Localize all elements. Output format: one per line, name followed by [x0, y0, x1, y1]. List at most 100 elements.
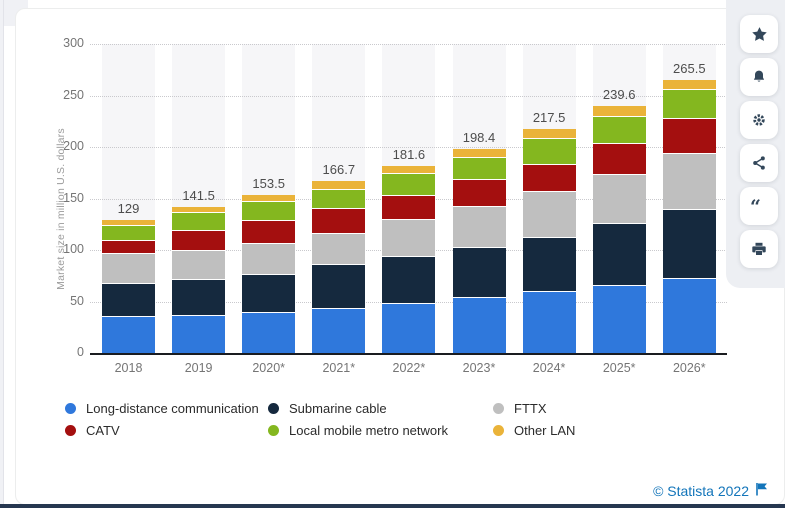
- legend-label: Other LAN: [514, 423, 576, 438]
- print-button[interactable]: [740, 230, 778, 268]
- printer-icon: [751, 241, 767, 257]
- bar-segment-2023*-long-distance-communication[interactable]: [452, 298, 506, 353]
- bar-segment-2023*-catv[interactable]: [452, 179, 506, 207]
- bar-segment-2020*-fttx[interactable]: [242, 244, 296, 275]
- share-button[interactable]: [740, 144, 778, 182]
- legend-color-dot: [65, 425, 76, 436]
- legend-label: Submarine cable: [289, 401, 387, 416]
- bar-segment-2018-long-distance-communication[interactable]: [102, 317, 155, 353]
- bar-segment-2020*-catv[interactable]: [242, 220, 296, 245]
- bell-icon: [751, 69, 767, 85]
- bar-segment-2020*-submarine-cable[interactable]: [242, 274, 296, 313]
- bar-segment-2023*-other-lan[interactable]: [452, 148, 506, 158]
- bar-segment-2021*-catv[interactable]: [312, 208, 366, 234]
- bar-segment-2024*-fttx[interactable]: [522, 191, 576, 239]
- x-tick-label: 2022*: [392, 361, 426, 375]
- y-tick-label: 150: [63, 190, 84, 205]
- bar-total-label: 153.5: [252, 175, 285, 191]
- copyright-label: © Statista 2022: [653, 482, 749, 499]
- bar-segment-2022*-other-lan[interactable]: [382, 165, 436, 175]
- bar-segment-2022*-catv[interactable]: [382, 195, 436, 221]
- legend-label: Long-distance communication: [86, 401, 259, 416]
- legend-color-dot: [268, 425, 279, 436]
- legend-label: Local mobile metro network: [289, 423, 448, 438]
- bar-segment-2019-long-distance-communication[interactable]: [172, 315, 226, 353]
- y-tick-label: 200: [63, 139, 84, 153]
- bar-segment-2021*-submarine-cable[interactable]: [312, 265, 366, 309]
- legend-item-other-lan: Other LAN: [493, 423, 575, 438]
- page-bottom-bar: [0, 504, 785, 508]
- bar-total-label: 166.7: [322, 162, 356, 178]
- bar-total-label: 181.6: [392, 146, 426, 162]
- statista-copyright-link[interactable]: © Statista 2022: [653, 482, 768, 499]
- bar-total-label: 129: [117, 201, 140, 217]
- bar-segment-2025*-local-mobile-metro-network[interactable]: [592, 117, 646, 145]
- bar-segment-2022*-long-distance-communication[interactable]: [382, 303, 436, 353]
- x-tick-label: 2025*: [602, 361, 636, 375]
- cite-button[interactable]: “: [740, 187, 778, 225]
- y-tick-label: 250: [63, 87, 84, 102]
- bar-segment-2025*-submarine-cable[interactable]: [592, 224, 646, 286]
- bar-segment-2020*-other-lan[interactable]: [242, 194, 296, 202]
- share-icon: [751, 155, 767, 171]
- legend-color-dot: [65, 403, 76, 414]
- bar-segment-2020*-long-distance-communication[interactable]: [242, 312, 296, 353]
- bar-segment-2018-fttx[interactable]: [102, 254, 155, 285]
- bar-segment-2023*-local-mobile-metro-network[interactable]: [452, 157, 506, 180]
- bar-segment-2021*-long-distance-communication[interactable]: [312, 308, 366, 353]
- bar-segment-2021*-fttx[interactable]: [312, 233, 366, 266]
- bar-segment-2018-other-lan[interactable]: [102, 220, 155, 226]
- bar-segment-2021*-local-mobile-metro-network[interactable]: [312, 189, 366, 209]
- bar-segment-2022*-fttx[interactable]: [382, 220, 436, 257]
- y-tick-label: 100: [63, 242, 84, 256]
- bar-segment-2022*-submarine-cable[interactable]: [382, 256, 436, 304]
- bar-segment-2025*-catv[interactable]: [592, 144, 646, 175]
- bar-segment-2026*-submarine-cable[interactable]: [662, 210, 716, 279]
- flag-icon: [755, 482, 768, 499]
- gridline-250: [90, 95, 727, 97]
- bar-2021*: [312, 181, 366, 353]
- bar-segment-2026*-fttx[interactable]: [662, 153, 716, 211]
- svg-text:“: “: [750, 198, 761, 214]
- bar-segment-2023*-submarine-cable[interactable]: [452, 247, 506, 299]
- bar-segment-2019-local-mobile-metro-network[interactable]: [172, 212, 226, 231]
- bar-total-label: 217.5: [532, 109, 566, 125]
- bar-segment-2019-catv[interactable]: [172, 230, 226, 251]
- bar-segment-2019-submarine-cable[interactable]: [172, 279, 226, 316]
- bar-segment-2025*-other-lan[interactable]: [592, 106, 646, 118]
- bar-segment-2024*-long-distance-communication[interactable]: [522, 292, 576, 353]
- bar-2022*: [382, 165, 436, 353]
- bar-segment-2022*-local-mobile-metro-network[interactable]: [382, 174, 436, 196]
- alert-button[interactable]: [740, 58, 778, 96]
- bar-segment-2026*-catv[interactable]: [662, 119, 716, 154]
- favorite-button[interactable]: [740, 15, 778, 53]
- bar-segment-2024*-local-mobile-metro-network[interactable]: [522, 138, 576, 165]
- bar-segment-2019-fttx[interactable]: [172, 251, 226, 280]
- legend-color-dot: [493, 403, 504, 414]
- bar-total-label: 239.6: [602, 87, 636, 103]
- bar-2020*: [242, 194, 296, 353]
- y-axis-title: Market size in million U.S. dollars: [55, 128, 67, 290]
- bar-segment-2018-catv[interactable]: [102, 240, 155, 255]
- bar-segment-2024*-catv[interactable]: [522, 164, 576, 192]
- legend-color-dot: [268, 403, 279, 414]
- gridline-300: [90, 44, 727, 45]
- toolbar-panel: “: [726, 0, 785, 288]
- bar-segment-2024*-other-lan[interactable]: [522, 128, 576, 139]
- bar-segment-2026*-long-distance-communication[interactable]: [662, 278, 716, 353]
- bar-segment-2018-submarine-cable[interactable]: [102, 284, 155, 318]
- bar-segment-2019-other-lan[interactable]: [172, 207, 226, 213]
- bar-segment-2025*-long-distance-communication[interactable]: [592, 286, 646, 353]
- bar-segment-2026*-other-lan[interactable]: [662, 79, 716, 91]
- bar-segment-2024*-submarine-cable[interactable]: [522, 238, 576, 293]
- bar-segment-2023*-fttx[interactable]: [452, 206, 506, 248]
- bar-segment-2021*-other-lan[interactable]: [312, 181, 366, 190]
- bar-2019: [172, 207, 226, 353]
- bar-segment-2026*-local-mobile-metro-network[interactable]: [662, 90, 716, 120]
- legend-item-local-mobile-metro-network: Local mobile metro network: [268, 423, 493, 438]
- bar-segment-2018-local-mobile-metro-network[interactable]: [102, 225, 155, 241]
- bar-segment-2025*-fttx[interactable]: [592, 174, 646, 225]
- bar-segment-2020*-local-mobile-metro-network[interactable]: [242, 201, 296, 221]
- settings-button[interactable]: [740, 101, 778, 139]
- bar-2018: [102, 220, 155, 353]
